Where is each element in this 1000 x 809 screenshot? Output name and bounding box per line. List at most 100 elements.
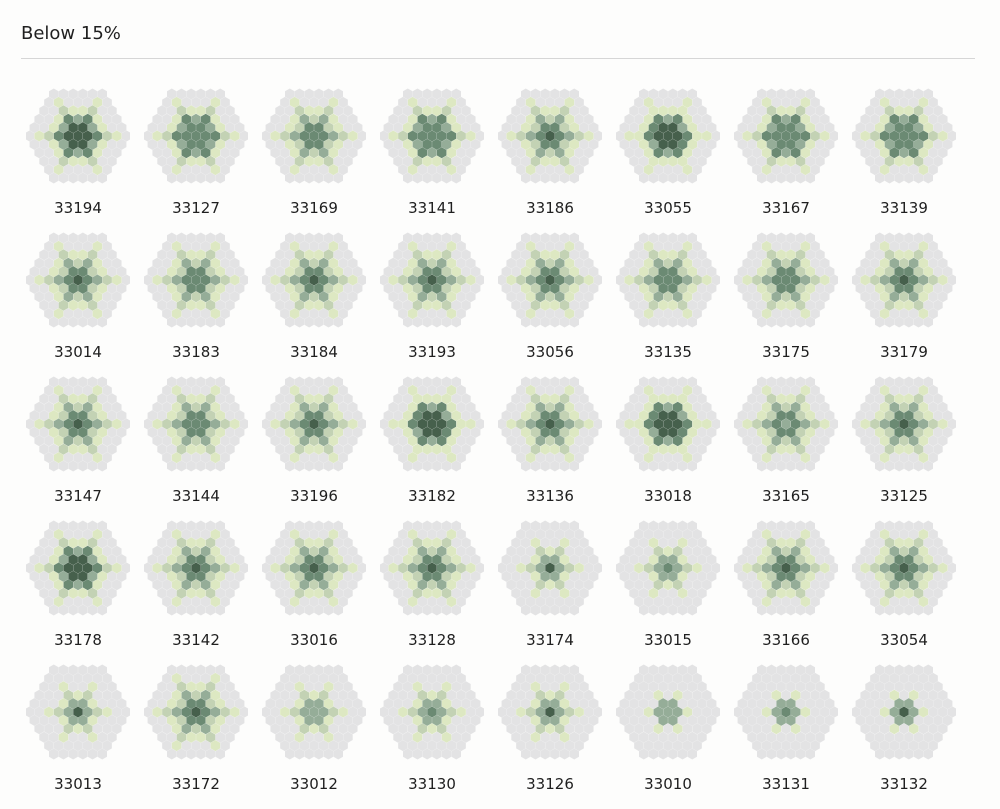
- hexagon-thumbnail[interactable]: [616, 660, 720, 764]
- thumbnail-tile[interactable]: 33194: [26, 84, 130, 224]
- thumbnail-tile[interactable]: 33014: [26, 228, 130, 368]
- hex-cell: [343, 410, 353, 422]
- thumbnail-tile[interactable]: 33142: [144, 516, 248, 656]
- hex-cell: [639, 537, 649, 549]
- thumbnail-tile[interactable]: 33056: [498, 228, 602, 368]
- hex-cell: [314, 393, 324, 405]
- thumbnail-tile[interactable]: 33169: [262, 84, 366, 224]
- hex-cell: [225, 681, 235, 693]
- thumbnail-tile[interactable]: 33135: [616, 228, 720, 368]
- hexagon-thumbnail[interactable]: [734, 516, 838, 620]
- hexagon-thumbnail[interactable]: [852, 660, 956, 764]
- hex-cell: [815, 122, 825, 134]
- hex-cell: [314, 714, 324, 726]
- hexagon-thumbnail[interactable]: [380, 228, 484, 332]
- thumbnail-tile[interactable]: 33126: [498, 660, 602, 800]
- thumbnail-tile[interactable]: 33179: [852, 228, 956, 368]
- hexagon-thumbnail[interactable]: [498, 228, 602, 332]
- thumbnail-tile[interactable]: 33136: [498, 372, 602, 512]
- hexagon-thumbnail[interactable]: [26, 660, 130, 764]
- thumbnail-tile[interactable]: 33013: [26, 660, 130, 800]
- hex-cell: [162, 672, 172, 684]
- thumbnail-tile[interactable]: 33141: [380, 84, 484, 224]
- hexagon-thumbnail[interactable]: [498, 516, 602, 620]
- thumbnail-tile[interactable]: 33167: [734, 84, 838, 224]
- hex-cell: [747, 155, 757, 167]
- hex-cell: [634, 596, 644, 608]
- hexagon-thumbnail[interactable]: [26, 228, 130, 332]
- hex-cell: [318, 113, 329, 125]
- thumbnail-tile[interactable]: 33166: [734, 516, 838, 656]
- thumbnail-tile[interactable]: 33196: [262, 372, 366, 512]
- hexagon-thumbnail[interactable]: [616, 84, 720, 188]
- hexagon-thumbnail[interactable]: [734, 372, 838, 476]
- thumbnail-tile[interactable]: 33130: [380, 660, 484, 800]
- thumbnail-tile[interactable]: 33147: [26, 372, 130, 512]
- hexagon-thumbnail[interactable]: [498, 372, 602, 476]
- thumbnail-tile[interactable]: 33012: [262, 660, 366, 800]
- hexagon-thumbnail[interactable]: [380, 372, 484, 476]
- thumbnail-tile[interactable]: 33131: [734, 660, 838, 800]
- hexagon-thumbnail[interactable]: [852, 372, 956, 476]
- hex-cell: [711, 706, 720, 718]
- hexagon-thumbnail[interactable]: [26, 372, 130, 476]
- hexagon-thumbnail[interactable]: [262, 516, 366, 620]
- hex-cell: [752, 291, 762, 303]
- hexagon-thumbnail[interactable]: [852, 516, 956, 620]
- thumbnail-tile[interactable]: 33182: [380, 372, 484, 512]
- hexagon-thumbnail[interactable]: [380, 660, 484, 764]
- hexagon-thumbnail[interactable]: [734, 660, 838, 764]
- thumbnail-tile[interactable]: 33015: [616, 516, 720, 656]
- thumbnail-tile[interactable]: 33178: [26, 516, 130, 656]
- hexagon-thumbnail[interactable]: [26, 516, 130, 620]
- thumbnail-tile[interactable]: 33175: [734, 228, 838, 368]
- thumbnail-tile[interactable]: 33186: [498, 84, 602, 224]
- hexagon-thumbnail[interactable]: [144, 84, 248, 188]
- hexagon-thumbnail[interactable]: [852, 228, 956, 332]
- hex-cell: [938, 291, 948, 303]
- hex-cell: [742, 291, 752, 303]
- hexagon-thumbnail[interactable]: [380, 516, 484, 620]
- hexagon-thumbnail[interactable]: [616, 372, 720, 476]
- thumbnail-tile[interactable]: 33127: [144, 84, 248, 224]
- thumbnail-tile[interactable]: 33125: [852, 372, 956, 512]
- hexagon-thumbnail[interactable]: [852, 84, 956, 188]
- hex-cell: [34, 579, 44, 591]
- thumbnail-tile[interactable]: 33054: [852, 516, 956, 656]
- hex-cell: [78, 731, 88, 743]
- hexagon-thumbnail[interactable]: [144, 660, 248, 764]
- hexagon-thumbnail[interactable]: [262, 660, 366, 764]
- hexagon-thumbnail[interactable]: [734, 228, 838, 332]
- hex-cell: [824, 698, 835, 710]
- thumbnail-tile[interactable]: 33016: [262, 516, 366, 656]
- hex-cell: [456, 596, 466, 608]
- thumbnail-tile[interactable]: 33172: [144, 660, 248, 800]
- hexagon-thumbnail[interactable]: [144, 372, 248, 476]
- hexagon-thumbnail[interactable]: [616, 228, 720, 332]
- thumbnail-tile[interactable]: 33144: [144, 372, 248, 512]
- hex-cell: [795, 105, 806, 117]
- thumbnail-tile[interactable]: 33139: [852, 84, 956, 224]
- hexagon-thumbnail[interactable]: [144, 228, 248, 332]
- hex-cell: [899, 435, 909, 447]
- thumbnail-tile[interactable]: 33010: [616, 660, 720, 800]
- thumbnail-tile[interactable]: 33018: [616, 372, 720, 512]
- hexagon-thumbnail[interactable]: [262, 372, 366, 476]
- thumbnail-tile[interactable]: 33174: [498, 516, 602, 656]
- hexagon-thumbnail[interactable]: [144, 516, 248, 620]
- hexagon-thumbnail[interactable]: [498, 84, 602, 188]
- hexagon-thumbnail[interactable]: [616, 516, 720, 620]
- thumbnail-tile[interactable]: 33055: [616, 84, 720, 224]
- hexagon-thumbnail[interactable]: [26, 84, 130, 188]
- hexagon-thumbnail[interactable]: [734, 84, 838, 188]
- hexagon-thumbnail[interactable]: [380, 84, 484, 188]
- hexagon-thumbnail[interactable]: [262, 84, 366, 188]
- thumbnail-tile[interactable]: 33184: [262, 228, 366, 368]
- hexagon-thumbnail[interactable]: [498, 660, 602, 764]
- thumbnail-tile[interactable]: 33165: [734, 372, 838, 512]
- thumbnail-tile[interactable]: 33132: [852, 660, 956, 800]
- hexagon-thumbnail[interactable]: [262, 228, 366, 332]
- thumbnail-tile[interactable]: 33128: [380, 516, 484, 656]
- thumbnail-tile[interactable]: 33183: [144, 228, 248, 368]
- thumbnail-tile[interactable]: 33193: [380, 228, 484, 368]
